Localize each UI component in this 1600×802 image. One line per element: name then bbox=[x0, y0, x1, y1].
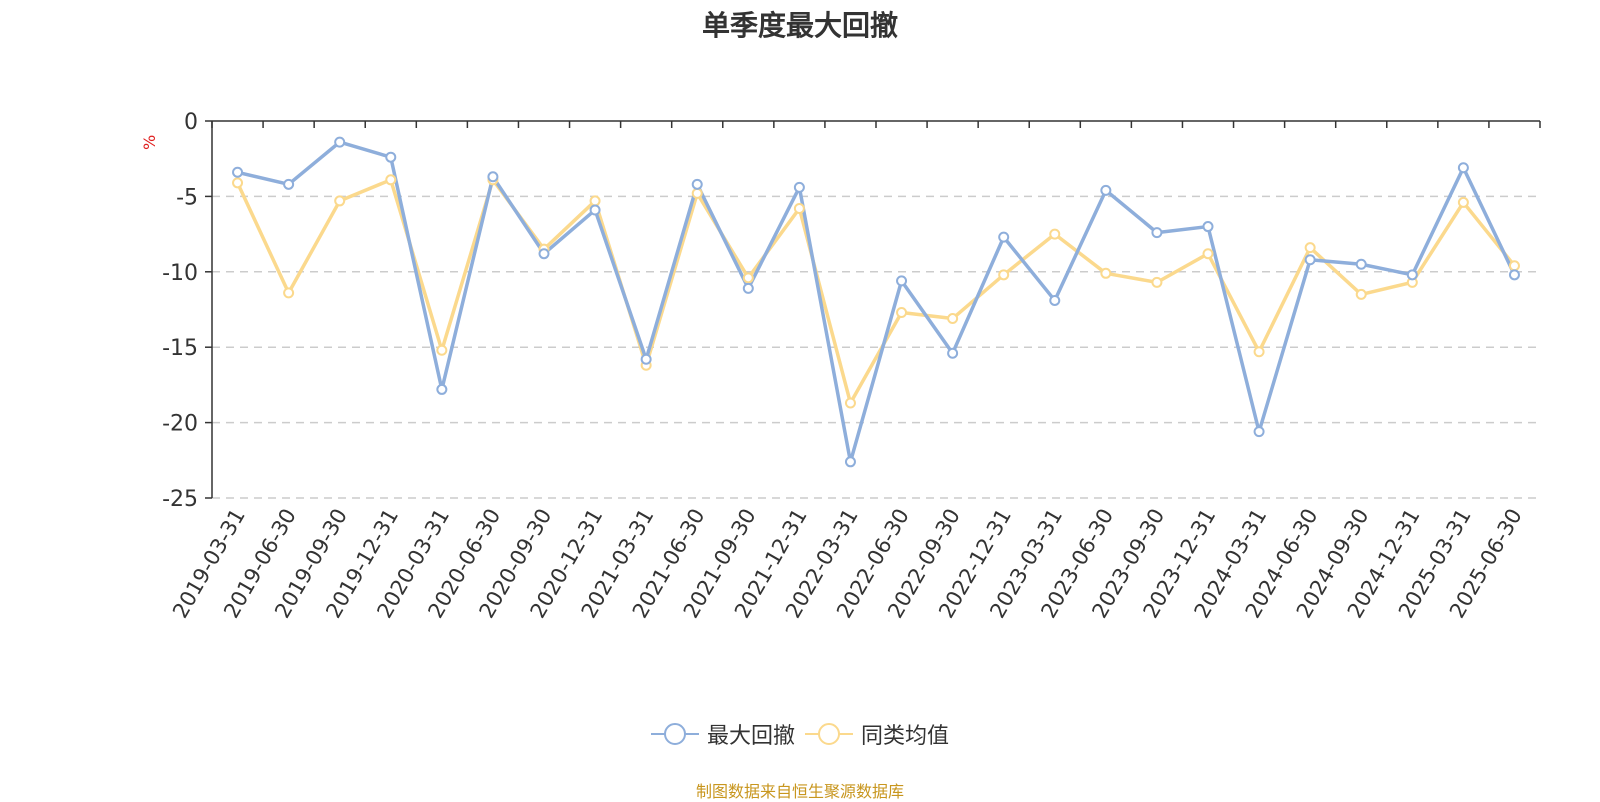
legend-line-circle-icon bbox=[805, 723, 853, 745]
data-point-0[interactable] bbox=[1304, 254, 1316, 266]
legend: 最大回撤 同类均值 bbox=[0, 718, 1600, 750]
legend-item-peer-average[interactable]: 同类均值 bbox=[805, 718, 949, 750]
data-point-0[interactable] bbox=[691, 178, 703, 190]
data-point-0[interactable] bbox=[896, 275, 908, 287]
data-point-1[interactable] bbox=[1457, 196, 1469, 208]
y-tick-label: -10 bbox=[162, 261, 198, 286]
legend-line-circle-icon bbox=[650, 723, 699, 745]
data-point-1[interactable] bbox=[998, 269, 1010, 281]
grid-lines bbox=[212, 195, 1540, 499]
data-point-0[interactable] bbox=[1202, 221, 1214, 233]
data-point-0[interactable] bbox=[640, 353, 652, 365]
data-point-1[interactable] bbox=[691, 187, 703, 199]
y-tick-label: -15 bbox=[162, 336, 198, 361]
data-point-0[interactable] bbox=[487, 171, 499, 183]
data-point-0[interactable] bbox=[538, 248, 550, 260]
data-point-1[interactable] bbox=[1253, 346, 1265, 358]
data-point-1[interactable] bbox=[1049, 228, 1061, 240]
axes bbox=[205, 120, 1541, 499]
data-point-1[interactable] bbox=[1355, 288, 1367, 300]
data-point-1[interactable] bbox=[283, 287, 295, 299]
data-point-1[interactable] bbox=[1100, 267, 1112, 279]
data-point-1[interactable] bbox=[1151, 276, 1163, 288]
line-chart: 0 -5 -10 -15 -20 -25 2019-03-312019-06-302019… bbox=[162, 110, 1541, 623]
series-lines bbox=[235, 140, 1517, 464]
data-point-0[interactable] bbox=[998, 231, 1010, 243]
data-point-0[interactable] bbox=[1049, 294, 1061, 306]
data-point-1[interactable] bbox=[742, 272, 754, 284]
legend-label: 最大回撤 bbox=[706, 724, 795, 749]
chart-title: 单季度最大回撤 bbox=[701, 9, 898, 42]
legend-item-max-drawdown[interactable]: 最大回撤 bbox=[650, 718, 795, 750]
x-tick-labels: 2019-03-312019-06-302019-09-302019-12-31… bbox=[168, 505, 1527, 623]
series-line-0 bbox=[237, 140, 1517, 464]
data-point-1[interactable] bbox=[896, 307, 908, 319]
y-tick-label: -5 bbox=[176, 185, 198, 210]
data-point-1[interactable] bbox=[385, 174, 397, 186]
data-point-0[interactable] bbox=[1406, 269, 1418, 281]
data-point-0[interactable] bbox=[436, 383, 448, 395]
data-point-1[interactable] bbox=[436, 344, 448, 356]
data-point-1[interactable] bbox=[1304, 242, 1316, 254]
data-point-0[interactable] bbox=[742, 282, 754, 294]
data-point-0[interactable] bbox=[1151, 227, 1163, 239]
data-point-0[interactable] bbox=[1355, 258, 1367, 270]
legend-label: 同类均值 bbox=[861, 724, 950, 749]
y-tick-label: 0 bbox=[184, 110, 198, 135]
data-point-1[interactable] bbox=[334, 195, 346, 207]
y-tick-label: -20 bbox=[162, 412, 198, 437]
data-point-1[interactable] bbox=[1508, 260, 1520, 272]
series-points bbox=[232, 136, 1520, 468]
series-line-1 bbox=[235, 178, 1516, 405]
source-note: 制图数据来自恒生聚源数据库 bbox=[695, 782, 904, 801]
data-point-0[interactable] bbox=[334, 136, 346, 148]
data-point-0[interactable] bbox=[1253, 426, 1265, 438]
data-point-0[interactable] bbox=[844, 456, 856, 468]
data-point-0[interactable] bbox=[1457, 162, 1469, 174]
data-point-0[interactable] bbox=[947, 347, 959, 359]
data-point-0[interactable] bbox=[589, 204, 601, 216]
data-point-1[interactable] bbox=[1202, 248, 1214, 260]
data-point-1[interactable] bbox=[793, 202, 805, 214]
data-point-1[interactable] bbox=[947, 313, 959, 325]
data-point-1[interactable] bbox=[232, 177, 244, 189]
data-point-0[interactable] bbox=[232, 166, 244, 178]
y-tick-label: -25 bbox=[162, 487, 198, 512]
data-point-0[interactable] bbox=[1100, 184, 1112, 196]
data-point-1[interactable] bbox=[844, 397, 856, 409]
data-point-0[interactable] bbox=[283, 178, 295, 190]
data-point-1[interactable] bbox=[589, 195, 601, 207]
y-tick-labels: 0 -5 -10 -15 -20 -25 bbox=[162, 110, 198, 512]
data-point-0[interactable] bbox=[1508, 269, 1520, 281]
data-point-0[interactable] bbox=[385, 151, 397, 163]
data-point-0[interactable] bbox=[793, 181, 805, 193]
